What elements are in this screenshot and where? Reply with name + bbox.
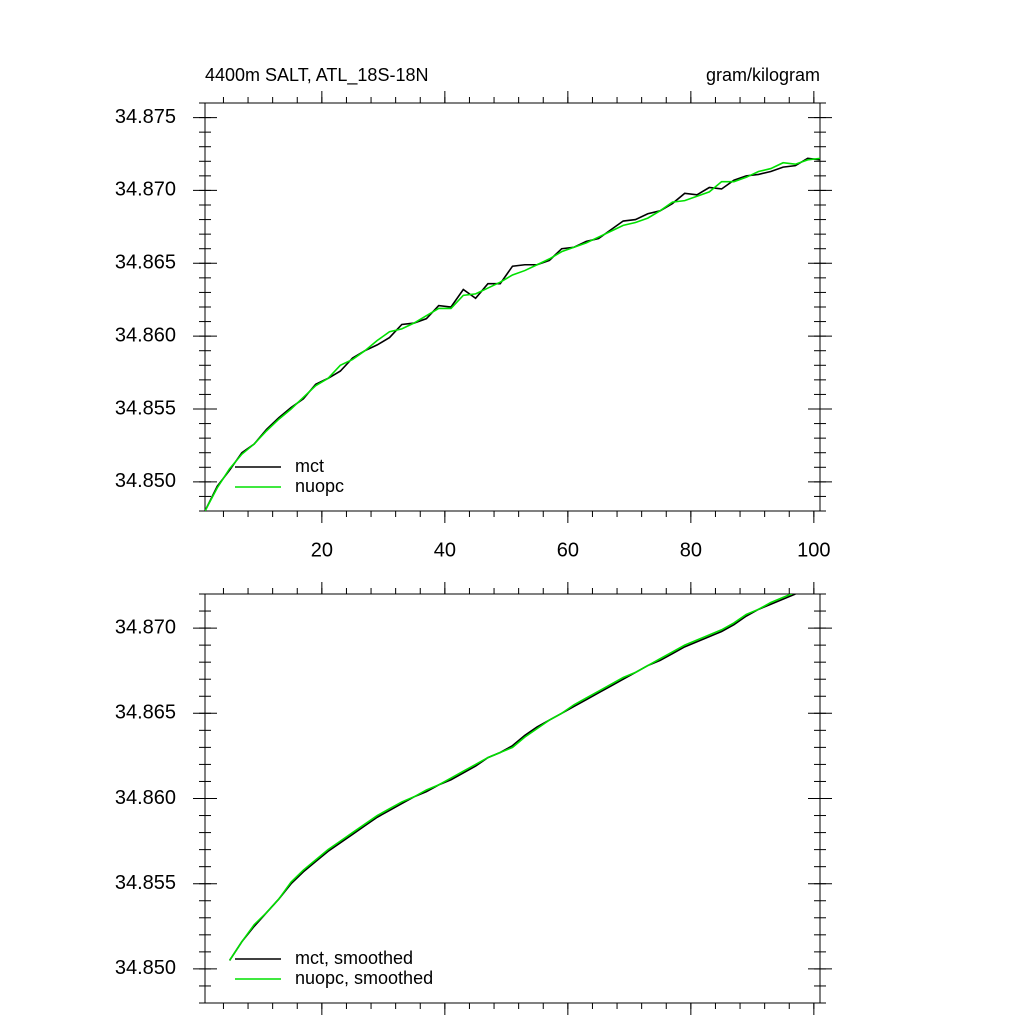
- x-tick-label: 80: [680, 539, 702, 561]
- legend-label: nuopc, smoothed: [295, 968, 433, 988]
- y-tick-label: 34.870: [115, 616, 176, 638]
- plot-frame: [204, 102, 821, 512]
- y-tick-label: 34.850: [115, 957, 176, 979]
- x-tick-label: 60: [557, 539, 579, 561]
- y-tick-label: 34.850: [115, 470, 176, 492]
- x-tick-label: 100: [797, 539, 830, 561]
- data-line: [228, 594, 796, 961]
- chart-title: 4400m SALT, ATL_18S-18N: [205, 65, 428, 86]
- y-tick-label: 34.855: [115, 397, 176, 419]
- units-label: gram/kilogram: [706, 65, 820, 85]
- y-tick-label: 34.865: [115, 252, 176, 274]
- legend-label: mct: [295, 456, 324, 476]
- x-tick-label: 40: [434, 539, 456, 561]
- y-tick-label: 34.875: [115, 106, 176, 128]
- y-tick-label: 34.870: [115, 179, 176, 201]
- legend-label: mct, smoothed: [295, 948, 413, 968]
- legend-label: nuopc: [295, 476, 344, 496]
- y-tick-label: 34.860: [115, 787, 176, 809]
- x-tick-label: 20: [311, 539, 333, 561]
- data-line: [205, 157, 820, 511]
- y-tick-label: 34.860: [115, 324, 176, 346]
- plot-frame: [204, 593, 821, 1004]
- data-line: [228, 594, 794, 961]
- y-tick-label: 34.855: [115, 872, 176, 894]
- y-tick-label: 34.865: [115, 702, 176, 724]
